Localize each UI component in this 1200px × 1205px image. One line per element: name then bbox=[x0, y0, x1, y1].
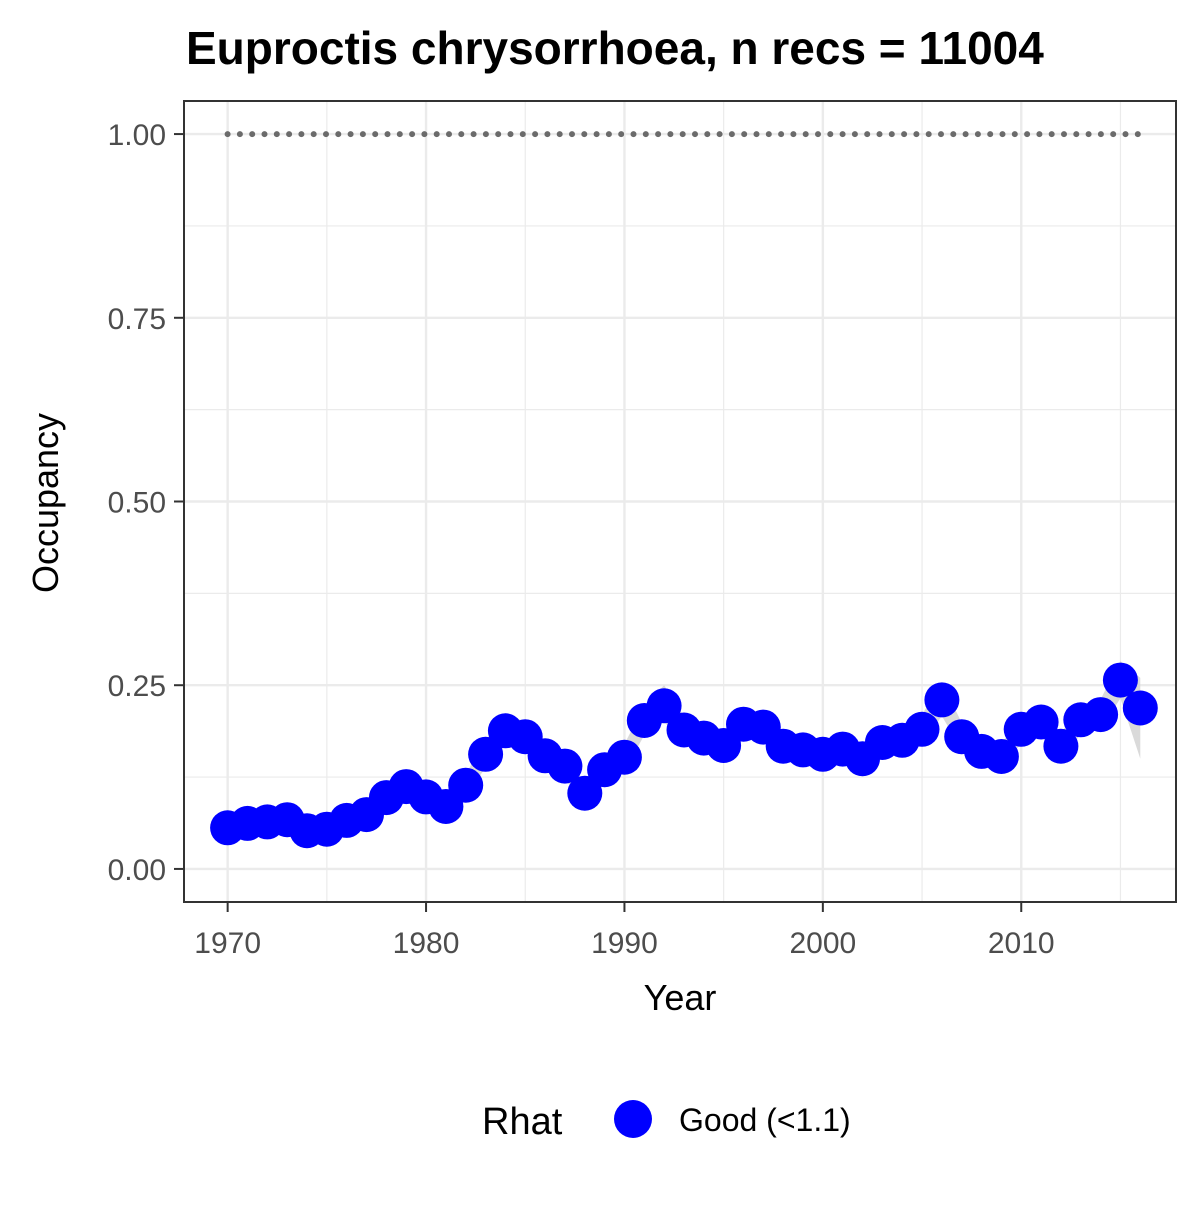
data-point bbox=[1023, 704, 1059, 740]
chart-title: Euproctis chrysorrhoea, n recs = 11004 bbox=[186, 22, 1044, 74]
legend: Rhat Good (<1.1) bbox=[482, 1100, 851, 1143]
legend-key-good bbox=[614, 1100, 652, 1138]
x-axis: 1970 1980 1990 2000 2010 bbox=[194, 902, 1055, 960]
data-point bbox=[547, 748, 583, 784]
x-tick-label: 2000 bbox=[789, 927, 856, 960]
data-point bbox=[904, 711, 940, 747]
y-tick-label: 0.50 bbox=[108, 487, 166, 520]
data-point bbox=[567, 775, 603, 811]
y-tick-label: 0.25 bbox=[108, 670, 166, 703]
data-point bbox=[924, 682, 960, 718]
data-point bbox=[646, 688, 682, 724]
y-tick-label: 0.75 bbox=[108, 303, 166, 336]
x-axis-title: Year bbox=[644, 977, 717, 1018]
x-tick-label: 1970 bbox=[194, 927, 261, 960]
data-point bbox=[448, 767, 484, 803]
y-tick-label: 1.00 bbox=[108, 119, 166, 152]
data-point bbox=[1043, 728, 1079, 764]
data-point bbox=[1083, 697, 1119, 733]
data-point bbox=[606, 739, 642, 775]
x-tick-label: 2010 bbox=[988, 927, 1055, 960]
legend-title: Rhat bbox=[482, 1101, 563, 1143]
x-tick-label: 1980 bbox=[393, 927, 460, 960]
data-point bbox=[1122, 690, 1158, 726]
occupancy-points-layer bbox=[210, 662, 1158, 849]
data-point bbox=[468, 736, 504, 772]
data-point bbox=[1102, 662, 1138, 698]
data-point bbox=[983, 739, 1019, 774]
x-tick-label: 1990 bbox=[591, 927, 658, 960]
legend-label-good: Good (<1.1) bbox=[679, 1102, 851, 1138]
y-axis-title: Occupancy bbox=[25, 413, 66, 593]
y-tick-label: 0.00 bbox=[108, 854, 166, 887]
y-axis: 0.00 0.25 0.50 0.75 1.00 bbox=[108, 119, 184, 887]
